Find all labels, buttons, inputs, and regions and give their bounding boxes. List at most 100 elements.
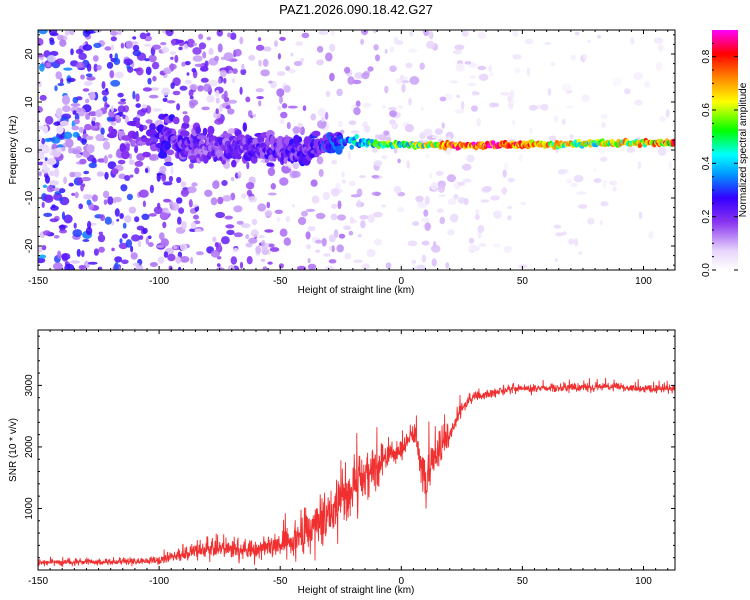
noise-blob: [38, 53, 44, 58]
signal-blob: [672, 140, 675, 146]
noise-blob: [56, 250, 62, 260]
noise-blob: [557, 169, 566, 175]
colorbar-label: Normalized spectral amplitude: [738, 82, 749, 217]
noise-blob: [593, 178, 602, 184]
noise-blob: [194, 228, 202, 233]
noise-blob: [449, 213, 459, 223]
noise-blob: [78, 52, 87, 61]
noise-blob: [574, 238, 579, 247]
signal-blob: [120, 150, 130, 160]
noise-blob: [189, 95, 194, 100]
noise-blob: [240, 223, 251, 229]
noise-blob: [565, 105, 575, 109]
noise-blob: [162, 181, 173, 186]
noise-blob: [554, 258, 558, 263]
noise-blob: [150, 153, 160, 161]
signal-blob: [95, 133, 105, 142]
noise-blob: [50, 205, 59, 211]
noise-blob: [134, 216, 140, 223]
noise-blob: [341, 171, 345, 178]
noise-blob: [285, 216, 291, 222]
noise-blob: [512, 30, 519, 38]
signal-blob: [89, 91, 96, 101]
noise-blob: [150, 87, 160, 91]
noise-blob: [119, 213, 124, 219]
noise-blob: [191, 68, 197, 73]
noise-blob: [227, 32, 232, 38]
noise-blob: [437, 184, 446, 193]
noise-blob: [438, 194, 446, 198]
colorbar-tick-label: 0.4: [701, 156, 712, 170]
noise-blob: [260, 258, 266, 262]
noise-blob: [248, 196, 257, 203]
noise-blob: [449, 80, 459, 84]
x-tick-label: -100: [149, 276, 169, 287]
noise-blob: [262, 266, 268, 270]
noise-blob: [38, 37, 44, 46]
x-tick-label: -50: [273, 576, 288, 587]
noise-blob: [136, 225, 145, 231]
signal-blob: [130, 139, 136, 147]
noise-blob: [316, 156, 324, 165]
noise-blob: [375, 54, 380, 62]
signal-blob: [56, 107, 63, 117]
noise-blob: [64, 30, 70, 36]
y-tick-label: -20: [24, 238, 35, 253]
noise-blob: [49, 218, 59, 223]
noise-blob: [353, 259, 363, 264]
noise-blob: [456, 94, 460, 99]
noise-blob: [107, 196, 114, 205]
noise-blob: [175, 256, 182, 264]
noise-blob: [88, 111, 98, 117]
noise-blob: [172, 77, 181, 86]
noise-blob: [231, 78, 236, 84]
noise-blob: [233, 232, 243, 238]
noise-blob: [409, 30, 414, 37]
noise-blob: [593, 168, 597, 173]
noise-blob: [184, 79, 192, 85]
noise-blob: [41, 137, 46, 145]
noise-blob: [361, 72, 370, 80]
noise-blob: [215, 211, 226, 219]
noise-blob: [283, 85, 291, 93]
noise-blob: [216, 30, 223, 37]
noise-blob: [110, 44, 114, 51]
colorbar: 0.0 0.2 0.4 0.6 0.8 Normalized spectral ampl…: [701, 30, 749, 277]
noise-blob: [125, 239, 133, 248]
noise-blob: [163, 67, 172, 75]
noise-blob: [52, 163, 59, 169]
noise-blob: [78, 203, 83, 210]
noise-blob: [96, 64, 102, 71]
noise-blob: [215, 90, 220, 98]
noise-blob: [222, 195, 232, 202]
noise-blob: [225, 105, 231, 110]
signal-blob: [81, 176, 92, 182]
noise-blob: [121, 233, 128, 239]
noise-blob: [477, 31, 487, 39]
noise-blob: [524, 38, 534, 45]
noise-blob: [96, 171, 105, 177]
noise-blob: [192, 55, 203, 62]
noise-blob: [194, 63, 204, 67]
x-tick-label: 0: [399, 576, 405, 587]
noise-blob: [574, 31, 580, 36]
noise-blob: [267, 192, 277, 196]
noise-blob: [159, 232, 165, 241]
noise-blob: [182, 111, 188, 115]
noise-blob: [423, 209, 429, 217]
noise-blob: [250, 115, 254, 119]
noise-blob: [348, 120, 357, 126]
noise-blob: [323, 253, 331, 257]
noise-blob: [248, 237, 258, 244]
noise-blob: [341, 179, 346, 184]
noise-blob: [634, 99, 643, 106]
noise-blob: [258, 37, 262, 42]
noise-blob: [102, 190, 110, 199]
noise-blob: [151, 44, 162, 50]
noise-blob: [578, 251, 583, 256]
noise-blob: [374, 191, 381, 197]
noise-blob: [359, 175, 367, 179]
noise-blob: [439, 216, 446, 225]
noise-blob: [407, 240, 418, 247]
